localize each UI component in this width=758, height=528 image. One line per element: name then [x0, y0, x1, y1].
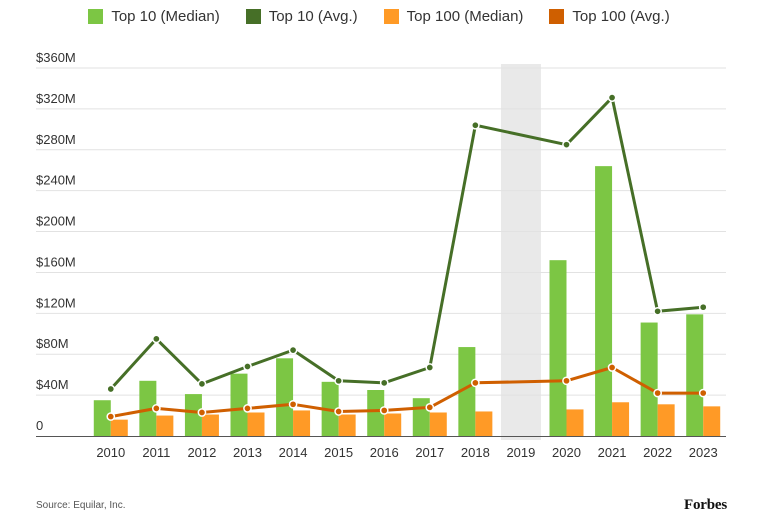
- y-tick-label: 0: [36, 418, 43, 433]
- x-tick-label: 2017: [415, 445, 444, 460]
- point-top10-avg-2010: [106, 384, 116, 394]
- legend-swatch-top10-avg: [245, 9, 261, 24]
- x-tick-label: 2019: [506, 445, 535, 460]
- bar-top100-median-2017: [429, 412, 447, 436]
- point-top10-avg-2012: [197, 379, 207, 389]
- point-top100-avg-2021: [607, 363, 617, 372]
- point-top10-avg-2018: [471, 120, 480, 130]
- point-top10-avg-2022: [653, 306, 662, 316]
- x-tick-label: 2022: [643, 445, 672, 460]
- bar-top100-median-2011: [156, 415, 174, 436]
- x-tick-label: 2010: [96, 445, 125, 460]
- bar-top10-median-2011: [139, 380, 157, 436]
- point-top100-avg-2020: [562, 376, 571, 386]
- source-note: Source: Equilar, Inc.: [36, 500, 126, 511]
- x-tick-label: 2016: [370, 445, 399, 460]
- bar-top10-median-2017: [412, 398, 430, 436]
- legend-label-top10-median: Top 10 (Median): [111, 8, 220, 25]
- x-tick-label: 2018: [461, 445, 490, 460]
- point-top100-avg-2017: [425, 403, 435, 412]
- legend-item-top10-avg: Top 10 (Avg.): [245, 8, 358, 25]
- legend-label-top100-median: Top 100 (Median): [406, 8, 524, 25]
- bar-top100-median-2014: [293, 410, 311, 436]
- bar-top100-median-2018: [475, 411, 493, 436]
- bar-top10-median-2010: [93, 400, 111, 436]
- point-top10-avg-2020: [562, 140, 571, 150]
- chart-legend: Top 10 (Median) Top 10 (Avg.) Top 100 (M…: [0, 8, 758, 25]
- bar-top10-median-2020: [549, 260, 567, 436]
- point-top100-avg-2010: [106, 412, 116, 421]
- bar-top10-median-2013: [230, 373, 248, 436]
- bar-top100-median-2010: [110, 419, 128, 436]
- x-tick-label: 2023: [689, 445, 718, 460]
- point-top10-avg-2016: [379, 378, 389, 388]
- bar-top10-median-2014: [276, 358, 294, 436]
- y-tick-label: $40M: [36, 377, 69, 392]
- point-top100-avg-2018: [471, 378, 480, 388]
- bar-top100-median-2016: [384, 413, 402, 436]
- bar-top10-median-2021: [595, 166, 613, 436]
- bar-top100-median-2012: [201, 414, 219, 436]
- y-tick-label: $200M: [36, 214, 76, 229]
- point-top10-avg-2023: [698, 302, 708, 312]
- gap-band-2019: [500, 64, 541, 440]
- point-top10-avg-2015: [334, 376, 343, 386]
- bar-top10-median-2012: [184, 394, 202, 436]
- legend-swatch-top100-median: [383, 9, 399, 24]
- y-tick-label: $160M: [36, 254, 76, 269]
- line-top10-avg: [109, 96, 704, 391]
- x-tick-label: 2021: [598, 445, 627, 460]
- legend-label-top100-avg: Top 100 (Avg.): [572, 8, 670, 25]
- legend-swatch-top100-avg: [549, 9, 565, 24]
- y-tick-label: $280M: [36, 132, 76, 147]
- point-top100-avg-2015: [334, 407, 343, 416]
- point-top100-avg-2011: [152, 404, 161, 413]
- x-tick-label: 2014: [279, 445, 308, 460]
- bar-top100-median-2023: [703, 406, 721, 436]
- bar-top100-median-2020: [566, 409, 584, 436]
- x-tick-label: 2020: [552, 445, 581, 460]
- point-top10-avg-2013: [243, 362, 252, 371]
- x-tick-label: 2011: [142, 445, 170, 460]
- legend-item-top100-avg: Top 100 (Avg.): [549, 8, 670, 25]
- y-tick-label: $360M: [36, 50, 76, 65]
- bar-top100-median-2021: [612, 402, 630, 436]
- point-top100-avg-2014: [288, 399, 298, 409]
- point-top100-avg-2016: [379, 406, 389, 415]
- legend-item-top100-median: Top 100 (Median): [383, 8, 524, 25]
- point-top100-avg-2012: [197, 408, 207, 417]
- legend-swatch-top10-median: [88, 9, 104, 24]
- bar-top10-median-2022: [640, 322, 658, 436]
- y-tick-label: $120M: [36, 295, 76, 310]
- point-top100-avg-2013: [243, 404, 252, 413]
- legend-item-top10-median: Top 10 (Median): [88, 8, 220, 25]
- bar-top100-median-2015: [338, 414, 356, 436]
- point-top100-avg-2022: [653, 388, 662, 398]
- x-tick-label: 2015: [324, 445, 353, 460]
- point-top10-avg-2017: [425, 363, 435, 372]
- bar-top100-median-2022: [657, 404, 675, 436]
- bar-top10-median-2023: [686, 314, 704, 436]
- point-top100-avg-2023: [698, 388, 708, 398]
- bar-top100-median-2013: [247, 412, 265, 436]
- x-tick-label: 2012: [187, 445, 216, 460]
- bar-top10-median-2018: [458, 347, 476, 436]
- point-top10-avg-2011: [152, 334, 161, 344]
- y-tick-label: $80M: [36, 336, 69, 351]
- y-tick-label: $320M: [36, 91, 76, 106]
- forbes-logo: Forbes: [684, 497, 727, 513]
- point-top10-avg-2021: [607, 93, 617, 102]
- point-top10-avg-2014: [288, 345, 298, 355]
- y-tick-label: $240M: [36, 173, 76, 188]
- bar-top10-median-2016: [367, 390, 385, 436]
- x-tick-label: 2013: [233, 445, 262, 460]
- legend-label-top10-avg: Top 10 (Avg.): [268, 8, 358, 25]
